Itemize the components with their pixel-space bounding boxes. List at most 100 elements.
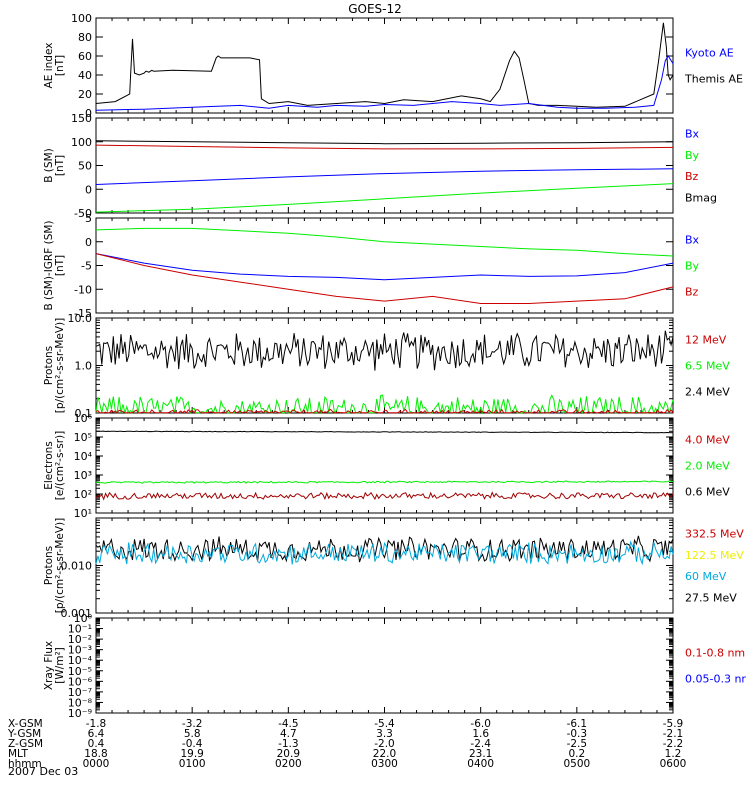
y-tick-label: -50 [74, 207, 92, 220]
ephemeris-value: 0000 [83, 758, 110, 770]
ephemeris-value: -1.3 [278, 738, 299, 750]
legend-entry: 0.1-0.8 nm [685, 647, 745, 660]
y-axis-label: [W/m²] [54, 647, 66, 684]
legend-entry: 332.5 MeV [685, 528, 744, 541]
legend-entry: 122.5 MeV [685, 549, 744, 562]
series-line-2.4-mev [95, 330, 674, 371]
y-tick-label: -5 [81, 260, 92, 273]
series-line-bz [95, 253, 674, 304]
panel-frame [95, 17, 674, 114]
panel-ae: 0 20 40 60 80 100 AE index [nT] Kyoto AE Themis A… [43, 12, 743, 120]
ephemeris-value: 1.6 [472, 728, 489, 740]
ephemeris-row-label: Y-GSM [7, 728, 41, 740]
ephemeris-value: -4.5 [278, 718, 299, 730]
y-tick-label: 10⁻⁷ [68, 686, 92, 699]
y-tick-label: 60 [78, 50, 92, 63]
legend-entry: Bx [685, 128, 700, 141]
series-line-4.0-mev [95, 491, 674, 501]
ephemeris-value: 0200 [275, 758, 302, 770]
y-tick-label: 10⁻⁸ [68, 696, 93, 709]
series-line-bx [95, 168, 674, 185]
ephemeris-row-label: X-GSM [8, 718, 43, 730]
series-line-bz [95, 144, 674, 150]
y-axis-label: Protons [43, 546, 55, 585]
ephemeris-value: -0.4 [182, 738, 203, 750]
series-line-2.0-mev [95, 480, 674, 484]
ephemeris-row-label: MLT [8, 748, 28, 760]
y-axis-label: [nT] [54, 55, 66, 76]
series-line-60-mev [95, 540, 674, 566]
y-tick-label: 10³ [74, 469, 92, 482]
y-tick-label: 10.0 [68, 312, 93, 325]
chart-title: GOES-12 [348, 2, 402, 16]
legend-entry: 2.0 MeV [685, 460, 730, 473]
y-tick-label: 100 [71, 136, 92, 149]
y-axis-label: Electrons [43, 441, 55, 490]
ephemeris-value: 0100 [179, 758, 206, 770]
y-tick-label: 10⁻⁴ [68, 654, 93, 667]
ephemeris-value: -2.5 [567, 738, 588, 750]
series-line-27.5-mev [95, 535, 674, 563]
legend-entry: By [685, 260, 700, 273]
panel-bsm: -50 0 50 100 150 B (SM) [nT] Bx By Bz Bmag [43, 112, 717, 220]
y-axis-label: B (SM)-IGRF (SM) [43, 220, 55, 310]
ephemeris-value: 0400 [467, 758, 494, 770]
y-tick-label: 100 [71, 12, 92, 25]
ephemeris-value: 23.1 [469, 748, 492, 760]
y-axis-label: [p/(cm²-s-sr-MeV)] [54, 518, 66, 613]
panel-protons-low: 0.1 1.0 10.0 Protons [p/(cm²-s-sr-MeV)] 12 Me… [43, 312, 730, 420]
y-tick-label: 0.1 [75, 407, 93, 420]
y-axis-label: [e/(cm²-s-sr)] [54, 431, 66, 500]
ephemeris-value: -2.0 [374, 738, 395, 750]
y-tick-label: 10⁻³ [68, 644, 92, 657]
y-tick-label: 10⁻⁹ [68, 707, 92, 720]
ephemeris-value: 0300 [371, 758, 398, 770]
panel-frame [95, 517, 674, 614]
y-tick-label: 50 [78, 160, 92, 173]
y-tick-label: 10⁻² [68, 633, 92, 646]
y-axis-label: B (SM) [43, 148, 55, 182]
series-line-by [95, 183, 674, 213]
y-tick-label: 150 [71, 112, 92, 125]
y-tick-label: 10⁻⁵ [68, 665, 92, 678]
legend-entry: By [685, 149, 700, 162]
date-label: 2007 Dec 03 [8, 765, 78, 778]
legend-entry: 60 MeV [685, 570, 727, 583]
y-tick-label: 10⁻¹ [68, 623, 92, 636]
y-tick-label: 5 [85, 212, 92, 225]
y-axis-label: [nT] [54, 155, 66, 176]
legend-entry: Themis AE [684, 73, 743, 86]
legend-entry: 12 MeV [685, 334, 727, 347]
ephemeris-value: -5.4 [374, 718, 395, 730]
ephemeris-value: 18.8 [84, 748, 107, 760]
series-line-6.5-mev [95, 394, 674, 415]
ephemeris-value: -1.8 [86, 718, 107, 730]
legend-entry: 4.0 MeV [685, 434, 730, 447]
ephemeris-value: 0.2 [568, 748, 585, 760]
legend-entry: Bx [685, 234, 700, 247]
panel-electrons: 10¹ 10² 10³ 10⁴ 10⁵ 10⁶ Electrons [e/(cm²-s-sr)… [43, 412, 730, 520]
y-tick-label: 80 [78, 31, 92, 44]
y-axis-label: [nT] [54, 255, 66, 276]
legend-entry: 6.5 MeV [685, 360, 730, 373]
panel-protons-high: 0.001 0.010 Protons [p/(cm²-s-sr-MeV)] 332.5… [43, 517, 744, 620]
legend-entry: 0.05-0.3 nr [685, 673, 746, 686]
ephemeris-value: -5.9 [663, 718, 684, 730]
series-line-themis-ae [95, 22, 674, 108]
y-tick-label: 10¹ [74, 507, 92, 520]
y-tick-label: 0.001 [61, 607, 93, 620]
legend-entry: 0.6 MeV [685, 486, 730, 499]
series-line-by [95, 227, 674, 257]
ephemeris-row-label: hhmm [8, 758, 42, 770]
ephemeris-value: 6.4 [88, 728, 105, 740]
ephemeris-value: -3.2 [182, 718, 203, 730]
ephemeris-value: -6.0 [470, 718, 491, 730]
y-axis-label: Protons [43, 346, 55, 385]
y-tick-label: 10⁵ [74, 431, 92, 444]
ephemeris-value: 19.9 [180, 748, 203, 760]
legend-entry: Bz [685, 170, 699, 183]
ephemeris-row-label: Z-GSM [8, 738, 43, 750]
ephemeris-value: 4.7 [280, 728, 297, 740]
panel-bigrf: -15 -10 -5 0 5 B (SM)-IGRF (SM) [nT] Bx By Bz [43, 212, 700, 320]
